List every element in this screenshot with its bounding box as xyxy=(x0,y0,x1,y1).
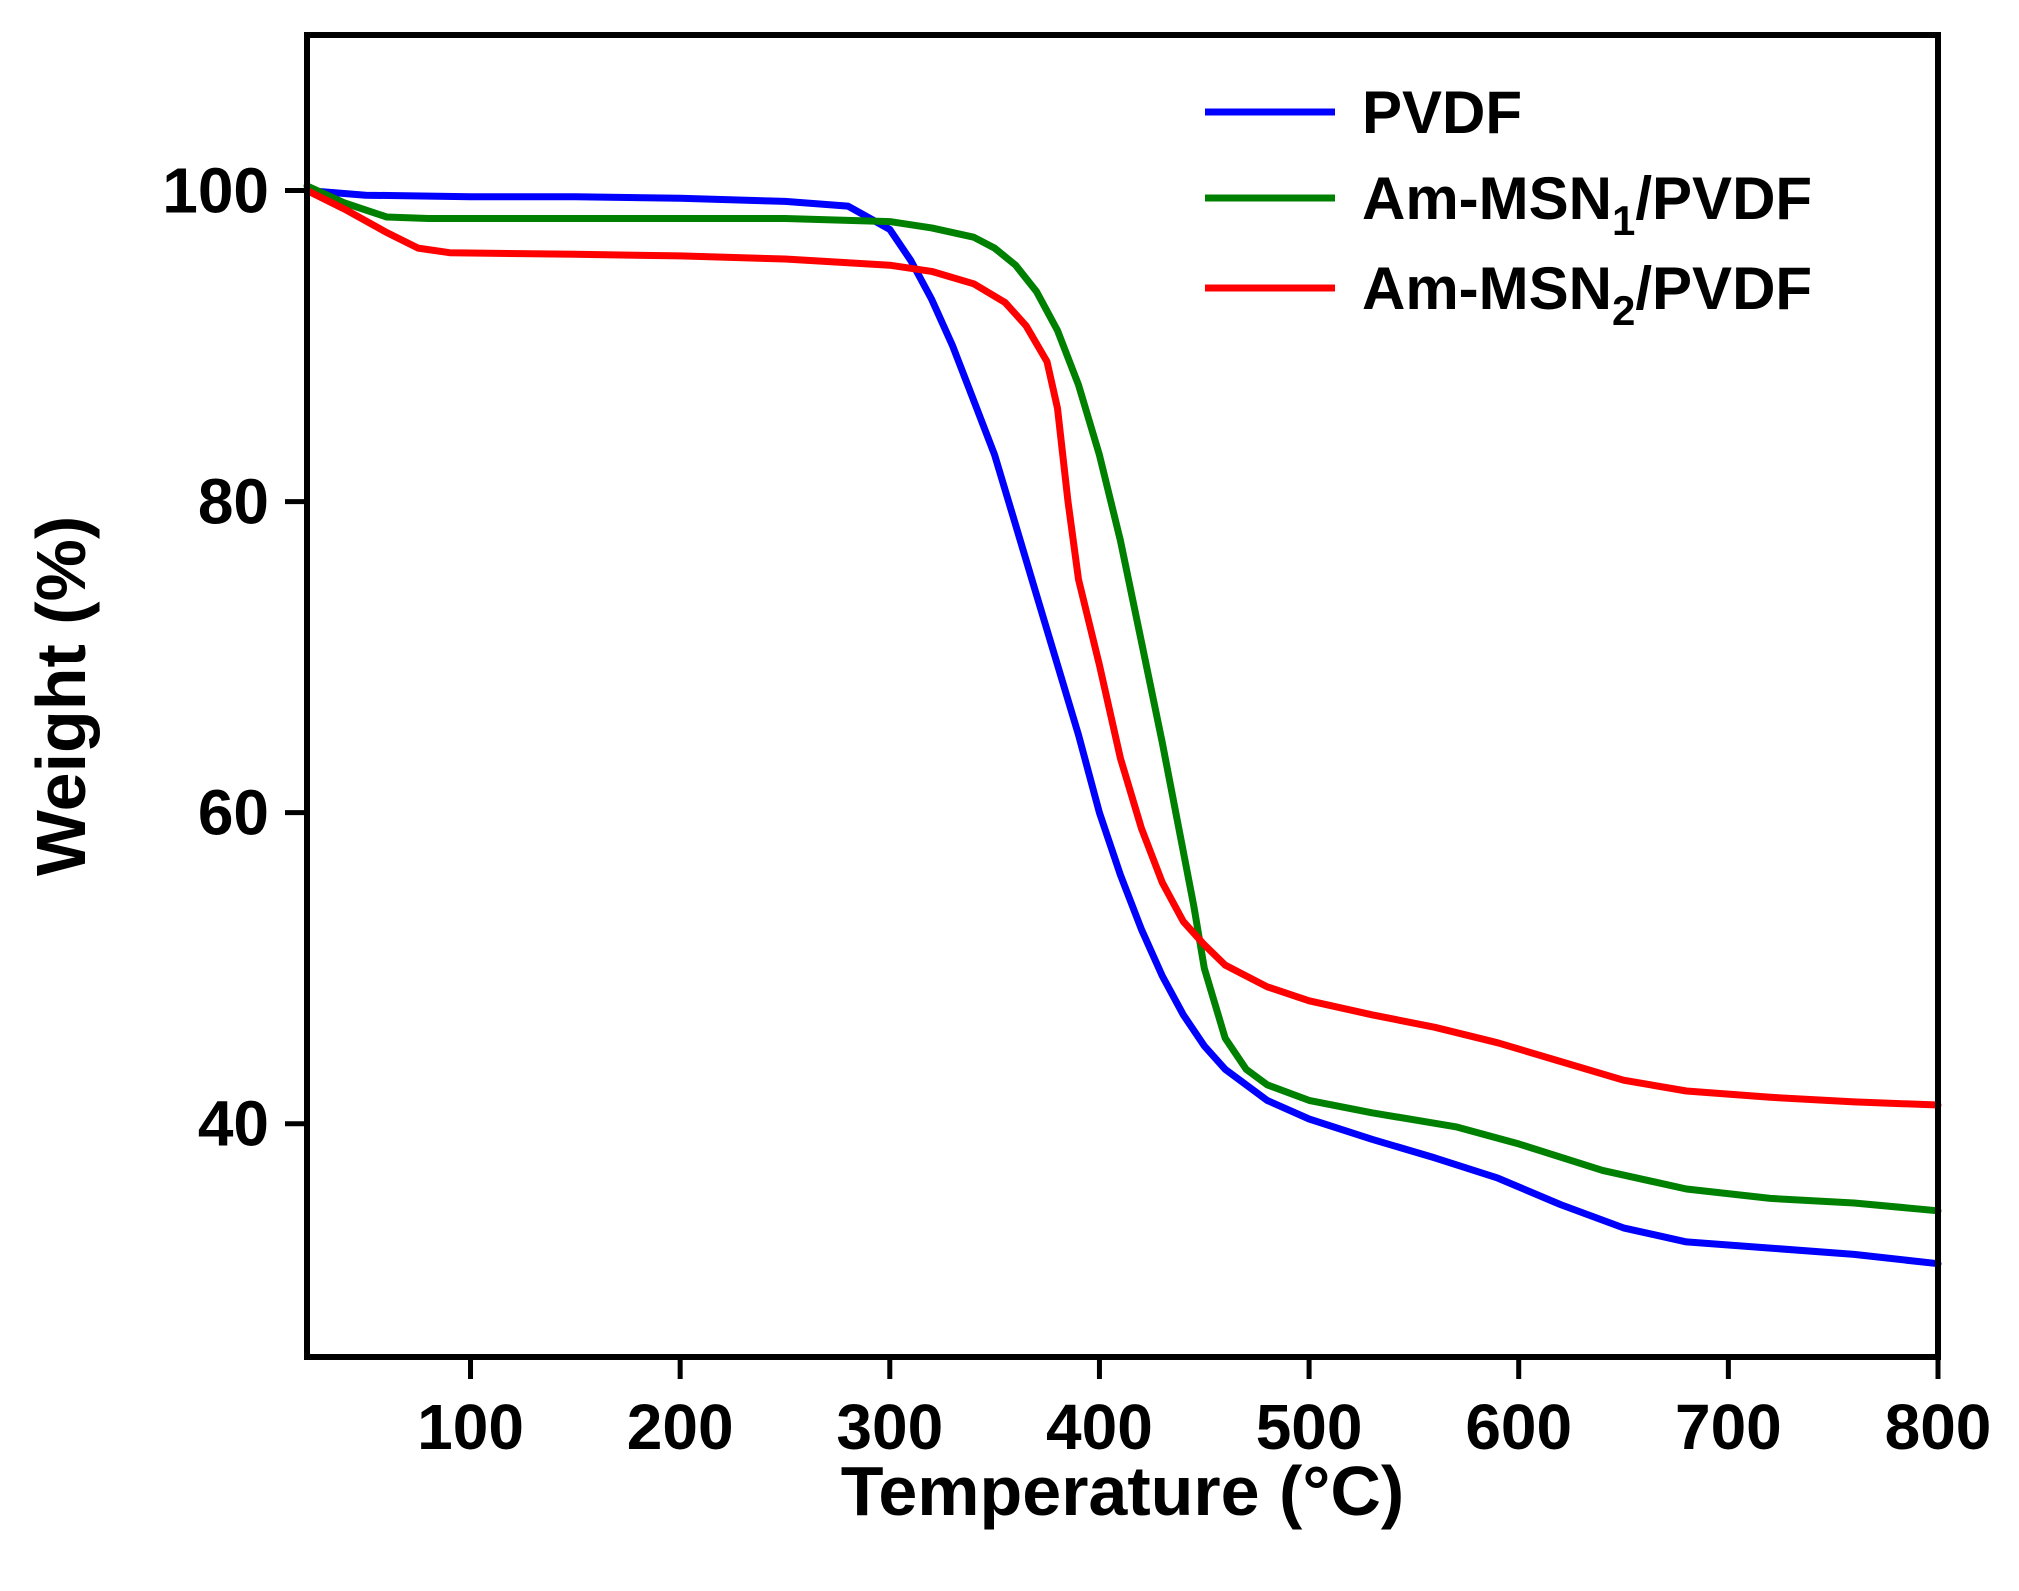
y-axis-title: Weight (%) xyxy=(22,516,100,876)
series-line-3 xyxy=(303,187,1942,1109)
y-tick-label: 80 xyxy=(198,466,269,538)
y-tick-label: 60 xyxy=(198,777,269,849)
y-tick-label: 40 xyxy=(198,1088,269,1160)
x-axis-title: Temperature (°C) xyxy=(841,1452,1404,1530)
x-tick-label: 300 xyxy=(836,1391,943,1463)
x-tick-label: 100 xyxy=(417,1391,524,1463)
series-layer xyxy=(303,182,1942,1268)
x-tick-label: 500 xyxy=(1256,1391,1363,1463)
legend-label-3: Am-MSN2/PVDF xyxy=(1362,255,1812,334)
x-tick-label: 800 xyxy=(1885,1391,1992,1463)
series-line-1 xyxy=(303,187,1942,1268)
plot-frame xyxy=(304,32,1941,1360)
legend: PVDF Am-MSN1/PVDF Am-MSN2/PVDF xyxy=(1205,79,1812,334)
legend-label-1: PVDF xyxy=(1362,79,1522,146)
x-tick-label: 700 xyxy=(1675,1391,1782,1463)
series-line-2 xyxy=(303,182,1942,1215)
x-tick-label: 200 xyxy=(627,1391,734,1463)
y-tick-label: 100 xyxy=(162,155,269,227)
ticks-layer: 100 200 300 400 500 600 700 800 40 60 80 100 xyxy=(162,155,1991,1463)
legend-label-2: Am-MSN1/PVDF xyxy=(1362,165,1812,244)
x-tick-label: 400 xyxy=(1046,1391,1153,1463)
x-tick-label: 600 xyxy=(1465,1391,1572,1463)
